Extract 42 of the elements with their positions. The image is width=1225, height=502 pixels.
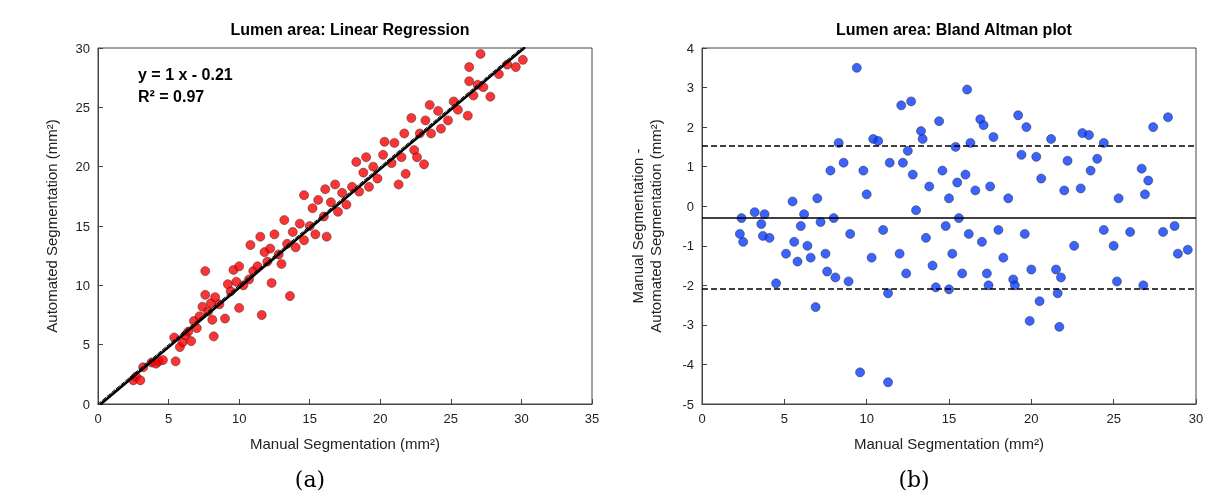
y-axis-title: Automated Segmentation (mm²) xyxy=(42,119,60,333)
y-tick-label: -1 xyxy=(682,238,694,254)
y-tick-label: 0 xyxy=(686,198,694,214)
y-tick-label: 30 xyxy=(75,40,90,56)
y-tick-label: 5 xyxy=(82,337,90,353)
y-tick-label: -4 xyxy=(682,356,694,372)
x-tick-label: 10 xyxy=(859,411,874,426)
text: (b) xyxy=(898,466,930,492)
x-tick-label: 0 xyxy=(698,411,706,426)
x-tick-label: 10 xyxy=(231,411,247,426)
x-tick-label: 30 xyxy=(514,411,529,426)
y-tick-label: 4 xyxy=(686,40,694,56)
x-tick-label: 30 xyxy=(1188,411,1204,426)
x-tick-label: 15 xyxy=(941,411,957,426)
y-axis-title: Manual Segmentation - Automated Segmentation (mm²) xyxy=(628,119,664,333)
y-tick-label: -3 xyxy=(682,317,694,333)
y-tick-label: 1 xyxy=(686,159,694,175)
x-tick-label: 20 xyxy=(373,411,388,426)
chart-title: Lumen area: Bland Altman plot xyxy=(836,20,1073,38)
y-tick-label: 3 xyxy=(686,80,694,96)
annotation: R² = 0.97 xyxy=(138,87,205,105)
x-tick-label: 25 xyxy=(443,411,459,426)
y-tick-label: 10 xyxy=(75,277,90,293)
x-tick-label: 15 xyxy=(302,411,317,426)
x-tick-label: 35 xyxy=(584,411,600,426)
y-tick-label: -2 xyxy=(682,277,694,293)
y-tick-label: 15 xyxy=(75,218,90,234)
y-tick-label: 0 xyxy=(82,396,90,412)
x-axis-title: Manual Segmentation (mm²) xyxy=(853,434,1045,452)
x-tick-label: 25 xyxy=(1106,411,1121,426)
x-tick-label: 5 xyxy=(780,411,788,426)
x-tick-label: 5 xyxy=(164,411,173,426)
x-tick-label: 0 xyxy=(94,411,102,426)
x-tick-label: 20 xyxy=(1024,411,1039,426)
annotation: y = 1 x - 0.21 xyxy=(138,65,233,83)
chart-title: Lumen area: Linear Regression xyxy=(230,20,470,38)
x-axis-title: Manual Segmentation (mm²) xyxy=(249,434,441,452)
y-tick-label: -5 xyxy=(682,396,694,412)
y-tick-label: 20 xyxy=(75,159,90,175)
y-tick-label: 25 xyxy=(75,99,90,115)
text: (a) xyxy=(294,466,326,492)
y-tick-label: 2 xyxy=(686,119,694,135)
